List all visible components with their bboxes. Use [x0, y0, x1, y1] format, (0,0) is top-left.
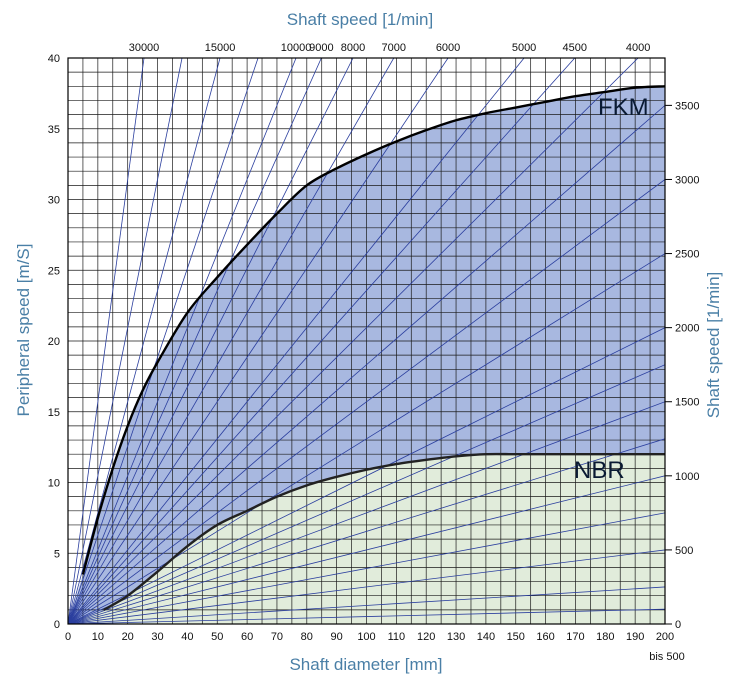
speed-line-4500 — [68, 58, 576, 624]
y-tick-label: 20 — [48, 336, 60, 348]
speed-line-3000 — [68, 179, 665, 624]
x-tick-label: 60 — [241, 631, 253, 643]
right-tick-label: 1500 — [675, 397, 699, 409]
x-tick-label: 200 — [656, 631, 674, 643]
y-tick-labels: 0 5 10 15 20 25 30 35 40 — [48, 53, 60, 631]
fkm-curve — [81, 85, 666, 575]
x-tick-label: 180 — [596, 631, 614, 643]
top-tick-label: 10000 — [281, 42, 312, 54]
top-tick-label: 8000 — [341, 42, 365, 54]
y-axis-title: Peripheral speed [m/S] — [14, 244, 33, 417]
shaft-speed-lines — [68, 58, 665, 624]
top-tick-label: 4500 — [563, 42, 587, 54]
x-tick-label: 90 — [331, 631, 343, 643]
y-tick-label: 10 — [48, 478, 60, 490]
speed-line-1250 — [68, 438, 665, 624]
x-tick-label: 130 — [447, 631, 465, 643]
top-tick-label: 15000 — [205, 42, 236, 54]
right-axis-title: Shaft speed [1/min] — [704, 272, 723, 418]
speed-line-5000 — [68, 58, 525, 624]
right-tick-label: 3000 — [675, 174, 699, 186]
nbr-label: NBR — [574, 457, 625, 484]
x-tick-label: 120 — [417, 631, 435, 643]
top-tick-label: 4000 — [626, 42, 650, 54]
x-tick-label: 20 — [122, 631, 134, 643]
speed-line-2000 — [68, 327, 665, 624]
x-tick-label: 110 — [388, 631, 406, 643]
speed-line-750 — [68, 512, 665, 624]
y-tick-label: 40 — [48, 53, 60, 65]
speed-line-30000 — [68, 58, 145, 624]
x-tick-label: 160 — [536, 631, 554, 643]
x-extra-label: bis 500 — [649, 651, 684, 663]
speed-line-1750 — [68, 364, 665, 624]
speed-line-20000 — [68, 58, 183, 624]
top-tick-label: 6000 — [436, 42, 460, 54]
top-tick-label: 9000 — [309, 42, 333, 54]
right-tick-label: 2500 — [675, 249, 699, 261]
speed-line-4000 — [68, 58, 639, 624]
speed-line-6000 — [68, 58, 449, 624]
x-tick-label: 100 — [357, 631, 375, 643]
top-tick-label: 5000 — [512, 42, 536, 54]
x-tick-label: 150 — [507, 631, 525, 643]
nbr-curve — [103, 452, 665, 611]
speed-line-12000 — [68, 58, 259, 624]
speed-line-9000 — [68, 58, 322, 624]
x-tick-label: 190 — [626, 631, 644, 643]
x-axis-title: Shaft diameter [mm] — [289, 655, 442, 674]
speed-line-1500 — [68, 401, 665, 624]
x-tick-labels: 0 10 20 30 40 50 60 70 80 90 100 110 120 130 140 150 160… — [65, 631, 674, 643]
top-axis-title: Shaft speed [1/min] — [287, 10, 433, 29]
right-tick-labels: 0 500 1000 1500 2000 2500 3000 3500 — [665, 100, 699, 631]
right-tick-label: 500 — [675, 545, 693, 557]
speed-line-100 — [68, 608, 665, 624]
x-tick-label: 140 — [477, 631, 495, 643]
x-tick-label: 30 — [151, 631, 163, 643]
speed-line-1000 — [68, 475, 665, 624]
y-tick-label: 15 — [48, 407, 60, 419]
y-tick-label: 25 — [48, 265, 60, 277]
right-tick-label: 1000 — [675, 471, 699, 483]
y-tick-label: 0 — [54, 619, 60, 631]
x-tick-label: 10 — [92, 631, 104, 643]
grid-lines — [68, 58, 665, 624]
x-tick-label: 40 — [181, 631, 193, 643]
speed-line-10000 — [68, 58, 297, 624]
speed-line-15000 — [68, 58, 221, 624]
speed-line-250 — [68, 586, 665, 624]
x-tick-label: 80 — [301, 631, 313, 643]
y-tick-label: 30 — [48, 195, 60, 207]
speed-line-3500 — [68, 105, 665, 624]
speed-line-8000 — [68, 58, 354, 624]
x-tick-label: 50 — [211, 631, 223, 643]
top-tick-label: 30000 — [129, 42, 160, 54]
right-tick-label: 0 — [675, 619, 681, 631]
y-tick-label: 35 — [48, 124, 60, 136]
top-tick-label: 7000 — [382, 42, 406, 54]
right-tick-label: 3500 — [675, 100, 699, 112]
x-tick-label: 170 — [566, 631, 584, 643]
right-tick-label: 2000 — [675, 323, 699, 335]
x-tick-label: 0 — [65, 631, 71, 643]
plot-frame — [67, 57, 666, 625]
y-tick-label: 5 — [54, 548, 60, 560]
material-curves — [81, 85, 666, 611]
fkm-label: FKM — [598, 94, 649, 121]
x-tick-label: 70 — [271, 631, 283, 643]
speed-line-7000 — [68, 58, 395, 624]
speed-line-500 — [68, 549, 665, 624]
